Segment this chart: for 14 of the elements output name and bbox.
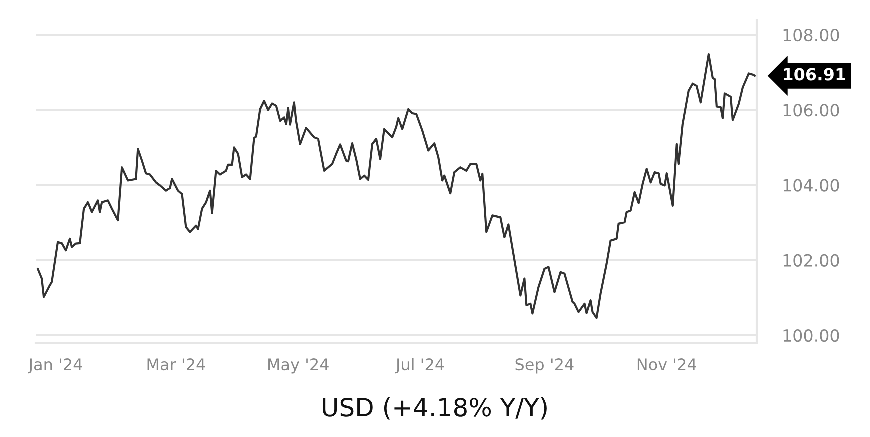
y-tick-label: 100.00 xyxy=(784,329,840,342)
x-tick-label: May '24 xyxy=(268,358,329,374)
y-tick-label: 104.00 xyxy=(784,179,840,192)
y-tick-label: 106.00 xyxy=(784,104,840,117)
x-tick-label: Jul '24 xyxy=(395,358,444,374)
line-series xyxy=(36,54,756,320)
annotation: 106.91 xyxy=(784,68,846,81)
x-tick-label: Nov '24 xyxy=(638,358,696,371)
x-tick-label: Mar '24 xyxy=(148,358,206,371)
y-tick-label: 102.00 xyxy=(784,254,840,267)
x-tick-label: Jan '24 xyxy=(28,358,82,374)
x-tick-label: Sep '24 xyxy=(516,358,574,374)
text: USD (+4.18% Y/Y) xyxy=(323,398,547,420)
y-tick-label: 108.00 xyxy=(784,28,840,42)
